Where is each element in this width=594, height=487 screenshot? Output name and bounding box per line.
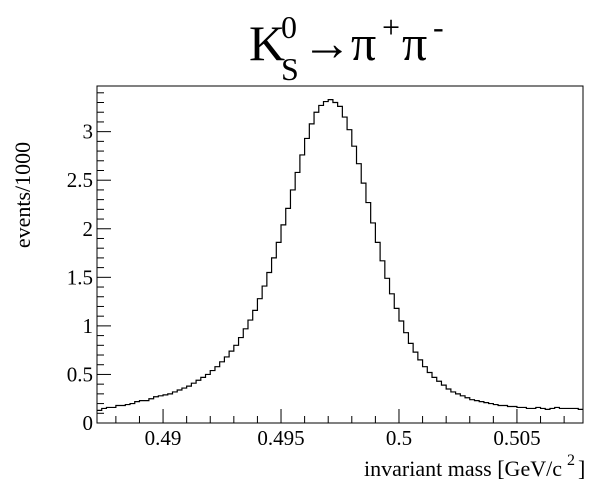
y-tick-label: 1.5: [67, 265, 93, 289]
x-tick-label: 0.5: [386, 426, 412, 450]
y-axis-title: events/1000: [10, 142, 35, 248]
x-axis-title-end: ]: [578, 456, 585, 481]
y-tick-label: 2.5: [67, 168, 93, 192]
x-axis-title: invariant mass [GeV/c: [364, 456, 562, 481]
y-axis: 0 0.5 1 1.5 2 2.5 3: [67, 92, 111, 435]
title-pion2: π: [402, 15, 427, 71]
plot-frame: [96, 85, 584, 424]
title-arrow: →: [302, 15, 352, 71]
x-axis-title-sup: 2: [567, 452, 575, 469]
x-tick-label: 0.495: [257, 426, 304, 450]
y-tick-label: 0.5: [67, 362, 93, 386]
x-tick-label: 0.49: [145, 426, 182, 450]
y-tick-label: 2: [83, 217, 94, 241]
title-base: K: [249, 15, 285, 71]
title-pion1-sup: +: [382, 9, 400, 45]
title-base-sup: 0: [281, 9, 297, 45]
y-tick-label: 1: [83, 314, 94, 338]
chart-title: K 0 S → π + π -: [249, 9, 444, 87]
title-pion1: π: [351, 15, 376, 71]
x-axis: 0.49 0.495 0.5 0.505: [115, 409, 565, 450]
title-pion2-sup: -: [433, 9, 444, 45]
histogram-series: [97, 99, 583, 411]
y-tick-label: 3: [83, 120, 94, 144]
x-tick-label: 0.505: [493, 426, 540, 450]
title-base-sub: S: [281, 51, 299, 87]
y-tick-label: 0: [83, 411, 94, 435]
